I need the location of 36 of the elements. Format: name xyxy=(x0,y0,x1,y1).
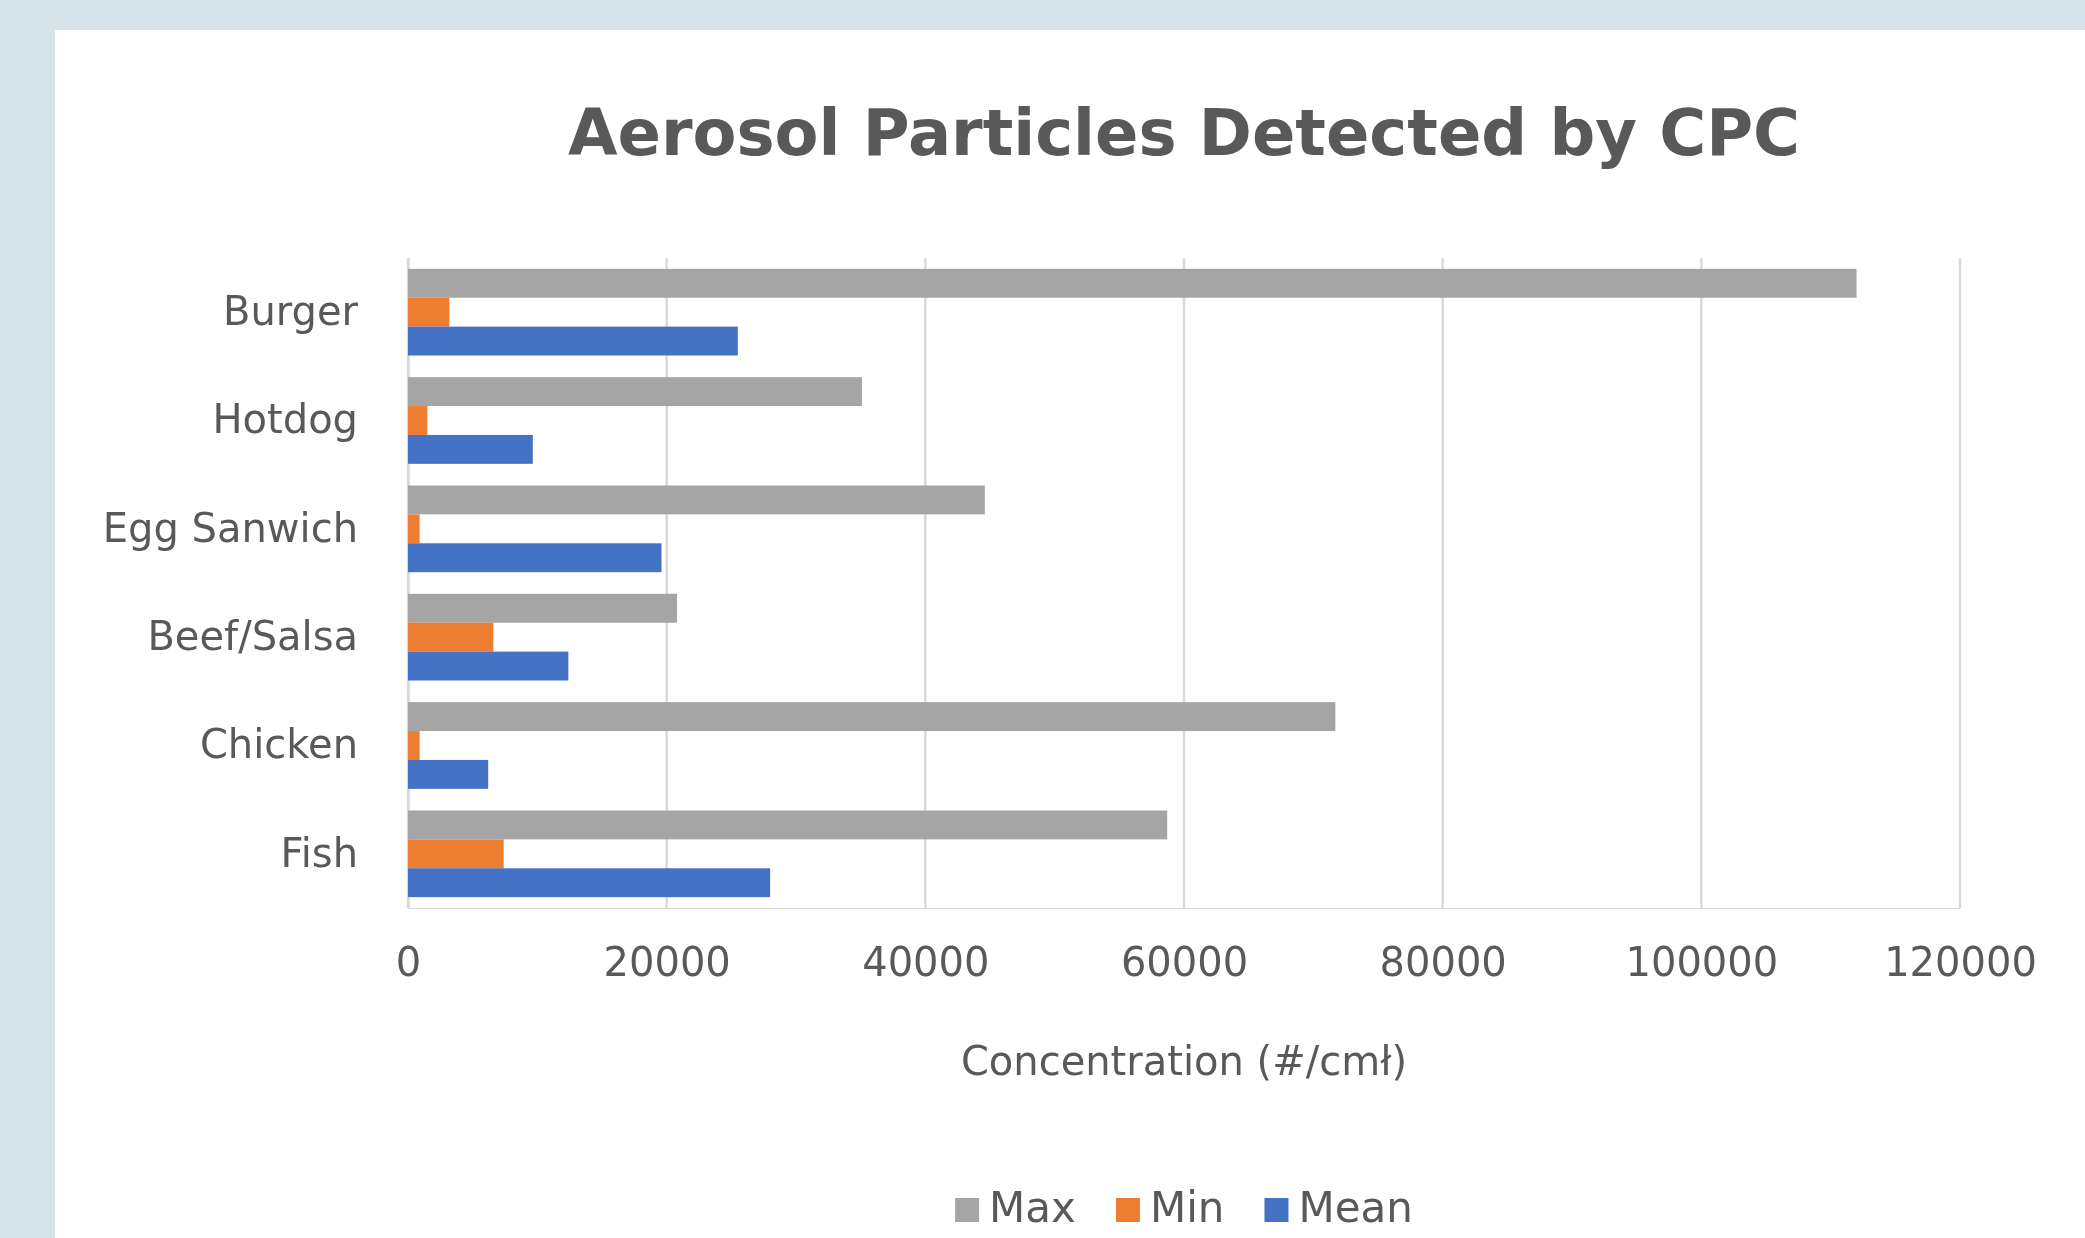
y-tick-label: Chicken xyxy=(199,721,358,768)
x-tick-label: 100000 xyxy=(1625,939,1779,986)
bar xyxy=(408,759,489,789)
x-tick-label: 80000 xyxy=(1379,939,1507,986)
legend-label: Max xyxy=(989,1183,1076,1232)
bar xyxy=(408,593,678,623)
x-tick-label: 60000 xyxy=(1120,939,1249,986)
legend-label: Min xyxy=(1149,1183,1225,1232)
y-tick-label: Beef/Salsa xyxy=(147,612,358,659)
bar xyxy=(408,622,494,652)
bar xyxy=(408,406,428,435)
bar xyxy=(408,731,420,760)
chart-title: Aerosol Particles Detected by CPC xyxy=(567,96,1801,170)
bar xyxy=(408,543,662,573)
bar xyxy=(408,297,450,327)
bar xyxy=(408,810,1168,840)
y-tick-label: Egg Sanwich xyxy=(102,504,358,551)
y-tick-label: Fish xyxy=(280,829,358,876)
x-tick-label: 20000 xyxy=(603,939,731,986)
bar xyxy=(408,514,420,544)
x-axis-title: Concentration (#/cmł) xyxy=(960,1038,1408,1084)
legend-label: Mean xyxy=(1298,1183,1413,1232)
bar xyxy=(408,434,533,464)
x-tick-label: 40000 xyxy=(862,939,990,986)
bar xyxy=(408,702,1336,732)
y-tick-label: Burger xyxy=(223,287,359,334)
bar xyxy=(408,839,504,869)
bar xyxy=(408,377,862,407)
x-tick-label: 0 xyxy=(395,939,422,986)
bar xyxy=(408,485,985,515)
bar xyxy=(408,326,738,356)
bar xyxy=(408,651,569,681)
bar xyxy=(408,268,1857,298)
bar xyxy=(408,868,771,898)
x-tick-label: 120000 xyxy=(1884,939,2037,986)
y-tick-label: Hotdog xyxy=(212,396,358,443)
